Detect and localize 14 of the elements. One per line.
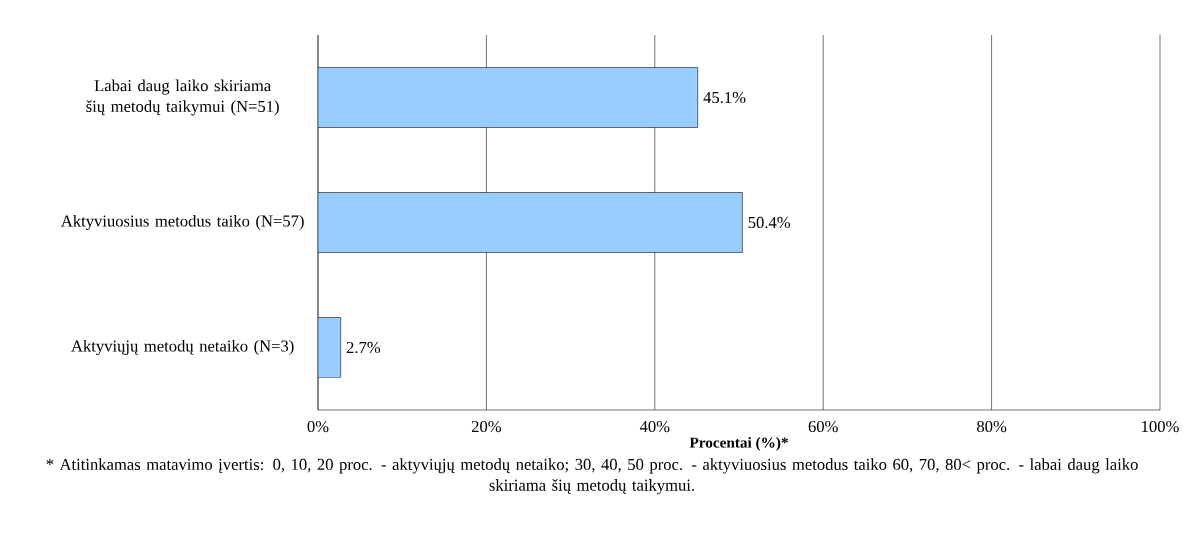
- x-tick-label: 80%: [977, 420, 1007, 433]
- x-tick-label: 20%: [471, 420, 502, 433]
- x-tick-label: 100%: [1142, 420, 1179, 433]
- data-label: 50.4%: [748, 216, 791, 229]
- x-axis-title: Procentai (%)*: [689, 437, 788, 451]
- text: * Atitinkamas matavimo įvertis: 0, 10, 20 proc. - aktyviųjų metodų netaiko; 30, 40, 50 proc. - aktyviuosius metodus taiko 60, 70, 80< proc. - labai daug laiko skiriama šių metodų taikymui.: [46, 458, 1138, 495]
- y-tick-label: Aktyviuosius metodus taiko (N=57): [60, 214, 304, 231]
- x-tick-label: 40%: [639, 420, 670, 433]
- x-tick-label: 0%: [307, 420, 329, 433]
- y-tick-label: Aktyviųjų metodų netaiko (N=3): [71, 339, 294, 356]
- data-label: 45.1%: [703, 91, 746, 104]
- y-tick-label: Labai daug laiko skiriama šių metodų taikymui (N=51): [86, 79, 279, 116]
- data-label: 2.7%: [346, 341, 381, 354]
- x-tick-label: 60%: [808, 420, 838, 433]
